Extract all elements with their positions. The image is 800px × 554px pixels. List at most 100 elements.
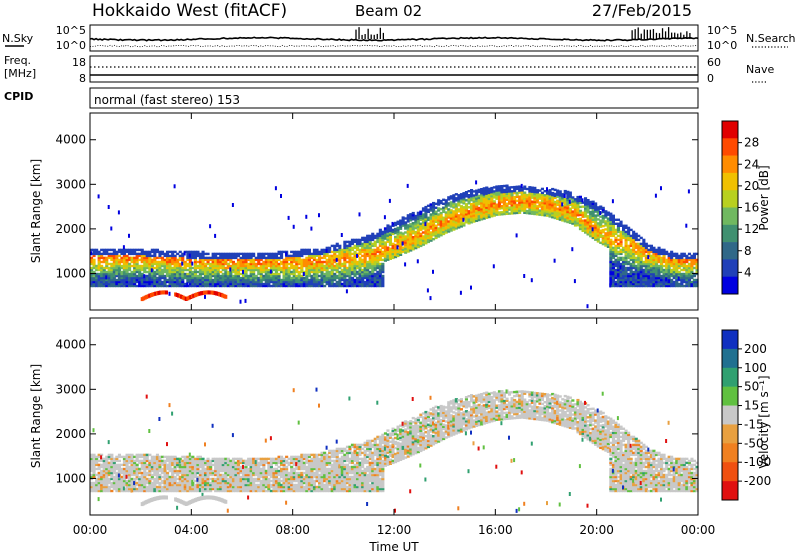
power-heatmap-cell xyxy=(368,250,372,254)
velocity-scatter-cell xyxy=(196,477,199,482)
power-heatmap-cell xyxy=(497,185,501,188)
velocity-heatmap-cell xyxy=(92,455,96,459)
power-heatmap-cell xyxy=(634,252,638,256)
power-heatmap-cell xyxy=(482,201,486,204)
power-heatmap-cell xyxy=(685,254,689,258)
power-heatmap-cell xyxy=(404,231,408,234)
power-heatmap-cell xyxy=(295,266,299,270)
power-heatmap-cell xyxy=(274,262,278,266)
power-heatmap-cell xyxy=(186,268,190,272)
power-heatmap-cell xyxy=(396,232,400,236)
power-heatmap-cell xyxy=(601,224,605,228)
power-heatmap-cell xyxy=(112,284,116,288)
power-heatmap-cell xyxy=(601,240,605,244)
power-heatmap-cell xyxy=(472,190,476,193)
power-heatmap-cell xyxy=(310,284,314,288)
power-heatmap-cell xyxy=(221,280,225,284)
power-heatmap-cell xyxy=(652,268,656,272)
power-heatmap-cell xyxy=(356,262,360,266)
velocity-heatmap-cell xyxy=(201,461,205,465)
power-heatmap-cell xyxy=(117,260,121,264)
power-near-range-cell xyxy=(177,293,181,298)
power-heatmap-cell xyxy=(378,254,382,258)
power-heatmap-cell xyxy=(654,270,658,274)
velocity-heatmap-cell xyxy=(125,457,129,461)
power-heatmap-cell xyxy=(629,270,633,274)
velocity-heatmap-cell xyxy=(183,487,187,491)
power-heatmap-cell xyxy=(434,226,438,230)
velocity-heatmap-cell xyxy=(166,483,170,487)
power-heatmap-cell xyxy=(219,256,223,260)
power-heatmap-cell xyxy=(647,252,651,256)
power-heatmap-cell xyxy=(166,266,170,270)
power-heatmap-cell xyxy=(452,206,456,209)
power-heatmap-cell xyxy=(599,207,603,210)
power-heatmap-cell xyxy=(153,252,157,256)
power-heatmap-cell xyxy=(677,274,681,278)
power-heatmap-cell xyxy=(470,197,474,200)
power-heatmap-cell xyxy=(652,272,656,276)
power-heatmap-cell xyxy=(606,223,610,226)
power-heatmap-cell xyxy=(538,209,542,212)
power-heatmap-cell xyxy=(540,207,544,211)
power-heatmap-cell xyxy=(662,268,666,272)
power-heatmap-cell xyxy=(122,284,126,288)
power-heatmap-cell xyxy=(508,190,512,193)
power-heatmap-cell xyxy=(388,251,392,254)
power-heatmap-cell xyxy=(518,191,522,194)
power-heatmap-cell xyxy=(581,227,585,230)
power-heatmap-cell xyxy=(92,274,96,278)
power-heatmap-cell xyxy=(224,258,228,262)
power-heatmap-cell xyxy=(675,254,679,258)
power-heatmap-cell xyxy=(285,284,289,288)
power-heatmap-cell xyxy=(302,280,306,284)
power-heatmap-cell xyxy=(692,266,696,270)
power-heatmap-cell xyxy=(214,254,218,258)
power-heatmap-cell xyxy=(381,284,385,288)
power-heatmap-cell xyxy=(632,230,636,234)
power-heatmap-cell xyxy=(553,206,557,210)
power-heatmap-cell xyxy=(416,217,420,221)
power-heatmap-cell xyxy=(470,193,474,196)
cpid-frame xyxy=(89,87,699,109)
power-heatmap-cell xyxy=(459,201,463,204)
power-heatmap-cell xyxy=(323,248,327,252)
power-heatmap-cell xyxy=(675,278,679,282)
power-heatmap-cell xyxy=(305,264,309,268)
power-heatmap-cell xyxy=(459,199,463,202)
power-heatmap-cell xyxy=(690,258,694,262)
power-heatmap-cell xyxy=(444,211,448,214)
power-heatmap-cell xyxy=(376,264,380,268)
power-heatmap-cell xyxy=(424,238,428,241)
power-scatter-cell xyxy=(563,194,566,198)
power-heatmap-cell xyxy=(515,209,519,213)
power-heatmap-cell xyxy=(434,230,438,234)
power-heatmap-cell xyxy=(624,224,628,227)
power-heatmap-cell xyxy=(634,256,638,260)
power-heatmap-cell xyxy=(606,241,610,244)
power-heatmap-cell xyxy=(153,272,157,276)
velocity-heatmap-cell xyxy=(186,477,190,481)
power-heatmap-cell xyxy=(627,232,631,236)
power-heatmap-cell xyxy=(95,280,99,284)
velocity-heatmap-cell xyxy=(168,477,172,481)
velocity-heatmap-cell xyxy=(115,457,119,461)
power-heatmap-cell xyxy=(576,222,580,225)
power-heatmap-cell xyxy=(432,205,436,209)
velocity-heatmap-cell xyxy=(193,461,197,465)
power-heatmap-cell xyxy=(150,274,154,278)
power-heatmap-cell xyxy=(315,248,319,252)
power-heatmap-cell xyxy=(348,274,352,278)
power-heatmap-cell xyxy=(396,238,400,242)
power-heatmap-cell xyxy=(401,232,405,235)
power-heatmap-cell xyxy=(153,278,157,282)
power-heatmap-cell xyxy=(361,262,365,266)
power-heatmap-cell xyxy=(490,193,494,196)
power-heatmap-cell xyxy=(627,254,631,258)
power-scatter-cell xyxy=(396,245,399,250)
power-heatmap-cell xyxy=(115,254,119,258)
power-heatmap-cell xyxy=(287,278,291,282)
velocity-heatmap-cell xyxy=(117,487,121,491)
power-heatmap-cell xyxy=(193,262,197,266)
power-heatmap-cell xyxy=(330,284,334,288)
